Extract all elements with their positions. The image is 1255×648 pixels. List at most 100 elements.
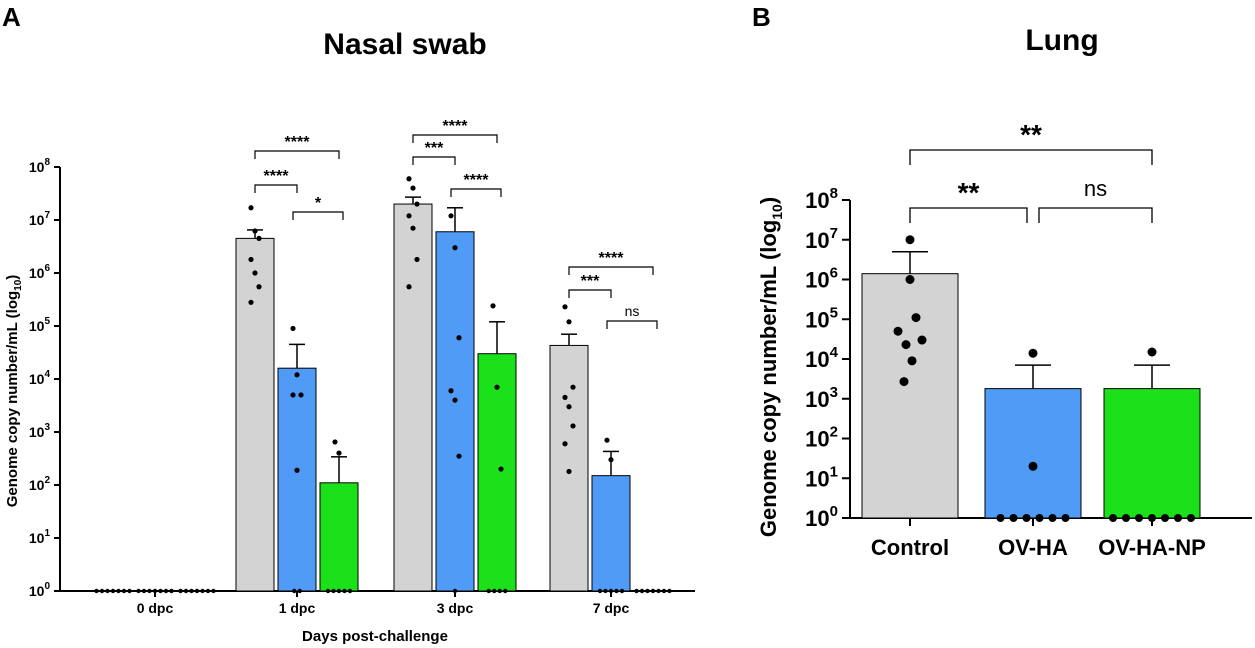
significance-bracket bbox=[412, 156, 456, 165]
y-tick-label: 101 bbox=[805, 463, 838, 491]
data-point bbox=[562, 304, 568, 310]
data-point bbox=[141, 588, 147, 594]
y-tick-base: 10 bbox=[29, 159, 45, 175]
y-tick-exponent: 7 bbox=[830, 225, 838, 242]
y-tick-label: 108 bbox=[805, 185, 838, 213]
data-point bbox=[604, 437, 610, 443]
x-tick-label: OV-HA bbox=[998, 535, 1068, 560]
y-tick-base: 10 bbox=[805, 387, 829, 412]
panel-a-letter: A bbox=[2, 2, 21, 32]
data-point bbox=[448, 213, 454, 219]
y-tick-label: 105 bbox=[29, 316, 51, 334]
significance-label: **** bbox=[443, 118, 469, 135]
data-point bbox=[1148, 514, 1156, 522]
x-tick-label: 0 dpc bbox=[137, 600, 174, 616]
data-point bbox=[650, 588, 656, 594]
data-point bbox=[127, 588, 132, 594]
panel-b-ylabel: Genome copy number/mL (log10) bbox=[756, 197, 785, 537]
bar-ov-ha bbox=[435, 231, 475, 592]
data-point bbox=[1109, 514, 1117, 522]
data-point bbox=[189, 588, 194, 594]
y-tick-exponent: 5 bbox=[830, 304, 838, 321]
bar-ov-ha-np bbox=[1103, 388, 1201, 519]
significance-label: *** bbox=[581, 273, 600, 290]
panel-a-ylabel-close: ) bbox=[4, 275, 21, 280]
data-point bbox=[562, 394, 568, 400]
y-tick-exponent: 4 bbox=[44, 369, 50, 380]
significance-bracket bbox=[606, 320, 658, 329]
data-point bbox=[456, 335, 462, 341]
data-point bbox=[603, 588, 608, 594]
y-tick-base: 10 bbox=[29, 424, 45, 440]
data-point bbox=[1028, 348, 1038, 358]
data-point bbox=[211, 588, 216, 594]
x-tick-label: 7 dpc bbox=[593, 600, 630, 616]
panel-a-ylabel-sub: 10 bbox=[13, 279, 24, 291]
significance-label: **** bbox=[264, 168, 290, 185]
panel-b-ylabel-main: Genome copy number/mL (log bbox=[756, 220, 781, 537]
y-tick-exponent: 8 bbox=[44, 157, 50, 168]
significance-bracket bbox=[412, 134, 498, 143]
data-point bbox=[1122, 514, 1130, 522]
data-point bbox=[566, 468, 572, 475]
y-tick-exponent: 3 bbox=[830, 384, 838, 401]
data-point bbox=[332, 439, 338, 445]
data-point bbox=[178, 588, 183, 594]
data-point bbox=[1147, 347, 1157, 357]
y-tick-exponent: 5 bbox=[44, 316, 50, 327]
data-point bbox=[406, 284, 412, 290]
data-point bbox=[252, 228, 258, 234]
data-point bbox=[452, 245, 458, 251]
data-point bbox=[294, 372, 300, 378]
data-point bbox=[901, 340, 911, 350]
data-point bbox=[1022, 514, 1031, 522]
panel-b-ylabel-close: ) bbox=[756, 197, 781, 204]
data-point bbox=[1009, 514, 1018, 522]
data-point bbox=[597, 588, 603, 594]
data-point bbox=[336, 588, 342, 594]
data-point bbox=[905, 275, 915, 284]
data-point bbox=[331, 588, 336, 594]
y-tick-base: 10 bbox=[805, 307, 829, 332]
significance-label: ns bbox=[625, 303, 640, 319]
data-point bbox=[297, 588, 302, 594]
y-tick-exponent: 7 bbox=[44, 210, 50, 221]
data-point bbox=[94, 588, 99, 594]
y-tick-base: 10 bbox=[805, 466, 829, 491]
data-point bbox=[497, 588, 502, 594]
y-tick-exponent: 8 bbox=[830, 185, 838, 202]
data-point bbox=[406, 176, 412, 182]
y-tick-label: 104 bbox=[29, 369, 51, 387]
data-point bbox=[490, 303, 496, 309]
significance-bracket bbox=[254, 184, 298, 193]
data-point bbox=[667, 588, 672, 594]
bar-ov-ha bbox=[984, 388, 1082, 519]
data-point bbox=[292, 588, 297, 594]
y-tick-base: 10 bbox=[29, 530, 45, 546]
data-point bbox=[452, 588, 458, 594]
data-point bbox=[1135, 514, 1143, 522]
data-point bbox=[194, 588, 200, 594]
data-point bbox=[410, 225, 416, 231]
data-point bbox=[183, 588, 189, 594]
y-tick-base: 10 bbox=[29, 318, 45, 334]
data-point bbox=[456, 453, 462, 459]
x-tick-label: Control bbox=[871, 535, 949, 560]
y-tick-base: 10 bbox=[29, 265, 45, 281]
bar-ov-ha-np bbox=[477, 353, 517, 592]
data-point bbox=[1048, 514, 1057, 522]
panel-b-ylabel-sub: 10 bbox=[769, 204, 785, 220]
data-point bbox=[1187, 514, 1195, 522]
panel-b-title: Lung bbox=[1025, 24, 1098, 57]
significance-bracket bbox=[254, 150, 340, 159]
data-point bbox=[256, 235, 262, 241]
data-point bbox=[105, 588, 110, 594]
significance-bracket bbox=[909, 149, 1153, 165]
y-tick-base: 10 bbox=[29, 371, 45, 387]
significance-label: *** bbox=[425, 140, 444, 157]
y-tick-label: 102 bbox=[29, 475, 51, 493]
data-point bbox=[917, 335, 927, 345]
bar-ov-ha-np bbox=[319, 482, 359, 592]
panel-a-ylabel: Genome copy number/mL (log10) bbox=[4, 275, 24, 508]
